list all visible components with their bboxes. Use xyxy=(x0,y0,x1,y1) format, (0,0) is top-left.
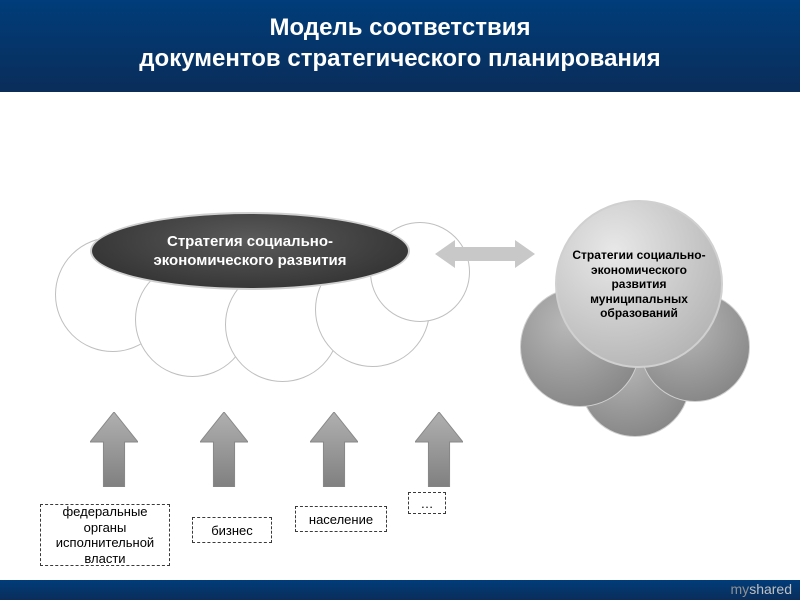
stakeholder-label: население xyxy=(309,512,373,528)
stakeholder-box: … xyxy=(408,492,446,514)
up-arrow-icon xyxy=(310,412,358,492)
stakeholder-label: бизнес xyxy=(211,523,253,539)
header-line2: документов стратегического планирования xyxy=(10,43,790,74)
right-circle-label: Стратегии социально-экономического разви… xyxy=(567,248,711,320)
header-line1: Модель соответствия xyxy=(10,12,790,43)
watermark-prefix: my xyxy=(731,581,750,597)
up-arrow-icon xyxy=(200,412,248,492)
main-strategy-ellipse: Стратегия социально-экономического разви… xyxy=(90,212,410,290)
stakeholder-box: федеральные органы исполнительной власти xyxy=(40,504,170,566)
stakeholder-box: бизнес xyxy=(192,517,272,543)
bidirectional-arrow xyxy=(435,240,535,273)
up-arrow-icon xyxy=(415,412,463,492)
page-header: Модель соответствия документов стратегич… xyxy=(0,0,800,92)
watermark-suffix: shared xyxy=(749,581,792,597)
municipal-strategies-circle: Стратегии социально-экономического разви… xyxy=(555,200,723,368)
watermark: myshared xyxy=(731,581,792,597)
page-footer xyxy=(0,580,800,600)
up-arrow-icon xyxy=(90,412,138,492)
diagram-content: Стратегия социально-экономического разви… xyxy=(0,92,800,582)
stakeholder-box: население xyxy=(295,506,387,532)
stakeholder-label: … xyxy=(421,496,434,512)
stakeholder-label: федеральные органы исполнительной власти xyxy=(47,504,163,566)
main-ellipse-label: Стратегия социально-экономического разви… xyxy=(153,232,346,271)
